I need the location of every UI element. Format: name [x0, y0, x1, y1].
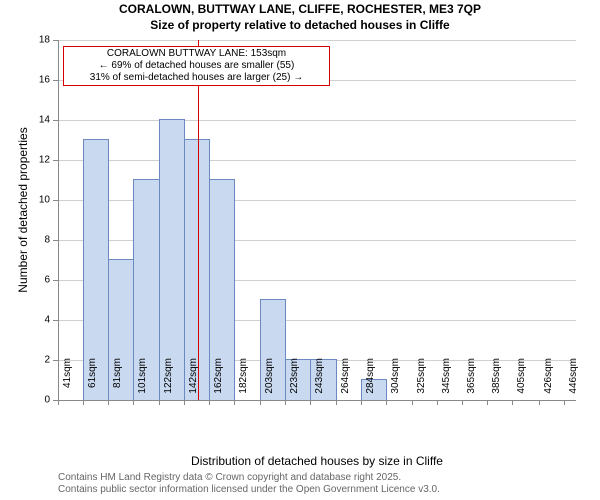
- xtick-label: 304sqm: [390, 358, 401, 408]
- xtick-label: 426sqm: [543, 358, 554, 408]
- xtick-label: 162sqm: [213, 358, 224, 408]
- xtick-mark: [310, 400, 311, 405]
- page-title-line2: Size of property relative to detached ho…: [0, 18, 600, 32]
- footer-copyright-2: Contains public sector information licen…: [58, 484, 440, 495]
- annot-line3: 31% of semi-detached houses are larger (…: [67, 72, 326, 84]
- xtick-label: 325sqm: [416, 358, 427, 408]
- xtick-mark: [133, 400, 134, 405]
- xtick-mark: [386, 400, 387, 405]
- xtick-label: 284sqm: [365, 358, 376, 408]
- ytick-label: 0: [28, 395, 50, 406]
- xtick-mark: [462, 400, 463, 405]
- xtick-mark: [58, 400, 59, 405]
- xtick-mark: [234, 400, 235, 405]
- xtick-mark: [336, 400, 337, 405]
- xtick-mark: [159, 400, 160, 405]
- ytick-label: 18: [28, 35, 50, 46]
- annot-line2: ← 69% of detached houses are smaller (55…: [67, 60, 326, 72]
- ytick-label: 16: [28, 75, 50, 86]
- xtick-mark: [108, 400, 109, 405]
- xtick-label: 385sqm: [491, 358, 502, 408]
- gridline: [58, 160, 576, 161]
- y-axis-line: [58, 40, 59, 400]
- xtick-mark: [412, 400, 413, 405]
- xtick-label: 405sqm: [516, 358, 527, 408]
- xtick-mark: [285, 400, 286, 405]
- y-axis-label: Number of detached properties: [16, 110, 30, 310]
- ytick-label: 12: [28, 155, 50, 166]
- ytick-label: 10: [28, 195, 50, 206]
- xtick-label: 446sqm: [568, 358, 579, 408]
- xtick-mark: [512, 400, 513, 405]
- xtick-label: 345sqm: [441, 358, 452, 408]
- xtick-mark: [487, 400, 488, 405]
- ytick-label: 4: [28, 315, 50, 326]
- x-axis-label: Distribution of detached houses by size …: [58, 454, 576, 468]
- histogram-chart: 024681012141618CORALOWN BUTTWAY LANE: 15…: [58, 40, 576, 400]
- xtick-label: 142sqm: [188, 358, 199, 408]
- xtick-mark: [83, 400, 84, 405]
- xtick-label: 182sqm: [238, 358, 249, 408]
- ytick-label: 8: [28, 235, 50, 246]
- xtick-mark: [184, 400, 185, 405]
- xtick-label: 203sqm: [264, 358, 275, 408]
- xtick-label: 243sqm: [314, 358, 325, 408]
- xtick-label: 223sqm: [289, 358, 300, 408]
- xtick-label: 122sqm: [163, 358, 174, 408]
- xtick-mark: [437, 400, 438, 405]
- reference-line: [198, 40, 199, 400]
- xtick-mark: [539, 400, 540, 405]
- xtick-mark: [209, 400, 210, 405]
- reference-annotation: CORALOWN BUTTWAY LANE: 153sqm← 69% of de…: [63, 46, 330, 86]
- ytick-label: 2: [28, 355, 50, 366]
- xtick-mark: [361, 400, 362, 405]
- gridline: [58, 40, 576, 41]
- xtick-mark: [260, 400, 261, 405]
- ytick-label: 6: [28, 275, 50, 286]
- footer-copyright-1: Contains HM Land Registry data © Crown c…: [58, 472, 401, 483]
- ytick-label: 14: [28, 115, 50, 126]
- xtick-label: 365sqm: [466, 358, 477, 408]
- xtick-label: 81sqm: [112, 358, 123, 408]
- xtick-mark: [564, 400, 565, 405]
- gridline: [58, 120, 576, 121]
- xtick-label: 41sqm: [62, 358, 73, 408]
- xtick-label: 101sqm: [137, 358, 148, 408]
- xtick-label: 264sqm: [340, 358, 351, 408]
- annot-line1: CORALOWN BUTTWAY LANE: 153sqm: [67, 48, 326, 60]
- xtick-label: 61sqm: [87, 358, 98, 408]
- page-title-line1: CORALOWN, BUTTWAY LANE, CLIFFE, ROCHESTE…: [0, 2, 600, 16]
